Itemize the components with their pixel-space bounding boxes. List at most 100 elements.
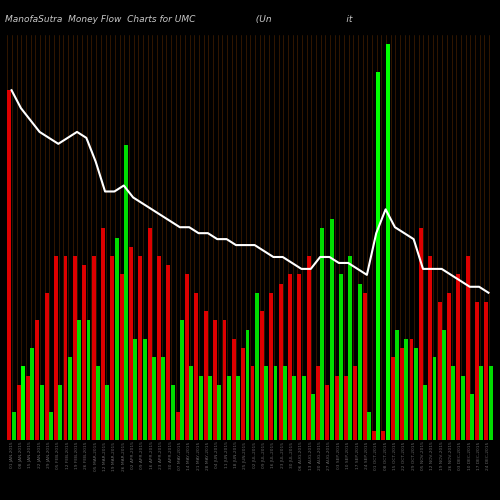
Bar (105, 385, 109, 440)
Bar (264, 366, 268, 440)
Bar (40, 385, 43, 440)
Bar (180, 320, 184, 440)
Bar (283, 366, 287, 440)
Bar (484, 302, 488, 440)
Bar (339, 274, 343, 440)
Bar (460, 376, 464, 440)
Bar (54, 256, 58, 440)
Bar (358, 284, 362, 440)
Bar (110, 256, 114, 440)
Bar (232, 339, 236, 440)
Bar (382, 431, 386, 440)
Bar (432, 357, 436, 440)
Bar (176, 412, 180, 440)
Bar (260, 311, 264, 440)
Bar (21, 366, 25, 440)
Bar (129, 246, 133, 440)
Bar (124, 146, 128, 440)
Bar (330, 219, 334, 440)
Bar (227, 376, 230, 440)
Text: ManofaSutra  Money Flow  Charts for UMC                     (Un                 : ManofaSutra Money Flow Charts for UMC (U… (5, 15, 352, 24)
Bar (363, 292, 366, 440)
Bar (208, 376, 212, 440)
Bar (316, 366, 320, 440)
Bar (49, 412, 53, 440)
Bar (298, 274, 301, 440)
Bar (241, 348, 245, 440)
Bar (395, 330, 399, 440)
Bar (480, 366, 483, 440)
Bar (17, 385, 20, 440)
Bar (419, 228, 423, 440)
Bar (204, 311, 208, 440)
Bar (466, 256, 469, 440)
Bar (86, 320, 90, 440)
Bar (475, 302, 479, 440)
Bar (82, 265, 86, 440)
Bar (311, 394, 315, 440)
Bar (292, 376, 296, 440)
Bar (185, 274, 189, 440)
Bar (138, 256, 142, 440)
Bar (58, 385, 62, 440)
Bar (166, 265, 170, 440)
Bar (386, 44, 390, 440)
Bar (391, 357, 395, 440)
Bar (142, 339, 146, 440)
Bar (442, 330, 446, 440)
Bar (213, 320, 217, 440)
Bar (456, 274, 460, 440)
Bar (354, 366, 358, 440)
Bar (148, 228, 152, 440)
Bar (320, 228, 324, 440)
Bar (410, 339, 414, 440)
Bar (8, 90, 12, 440)
Bar (348, 256, 352, 440)
Bar (152, 357, 156, 440)
Bar (30, 348, 34, 440)
Bar (428, 256, 432, 440)
Bar (488, 366, 492, 440)
Bar (92, 256, 96, 440)
Bar (288, 274, 292, 440)
Bar (236, 376, 240, 440)
Bar (334, 376, 338, 440)
Bar (306, 256, 310, 440)
Bar (367, 412, 371, 440)
Bar (250, 366, 254, 440)
Bar (414, 348, 418, 440)
Bar (101, 228, 105, 440)
Bar (451, 366, 455, 440)
Bar (447, 292, 451, 440)
Bar (36, 320, 40, 440)
Bar (302, 376, 306, 440)
Bar (162, 357, 166, 440)
Bar (344, 376, 348, 440)
Bar (68, 357, 72, 440)
Bar (246, 330, 250, 440)
Bar (190, 366, 194, 440)
Bar (278, 284, 282, 440)
Bar (470, 394, 474, 440)
Bar (26, 376, 30, 440)
Bar (12, 412, 16, 440)
Bar (114, 238, 118, 440)
Bar (194, 292, 198, 440)
Bar (376, 72, 380, 440)
Bar (438, 302, 442, 440)
Bar (73, 256, 77, 440)
Bar (170, 385, 174, 440)
Bar (222, 320, 226, 440)
Bar (120, 274, 124, 440)
Bar (423, 385, 427, 440)
Bar (255, 292, 259, 440)
Bar (270, 292, 273, 440)
Bar (326, 385, 330, 440)
Bar (199, 376, 202, 440)
Bar (400, 348, 404, 440)
Bar (372, 431, 376, 440)
Bar (274, 366, 278, 440)
Bar (157, 256, 161, 440)
Bar (96, 366, 100, 440)
Bar (77, 320, 81, 440)
